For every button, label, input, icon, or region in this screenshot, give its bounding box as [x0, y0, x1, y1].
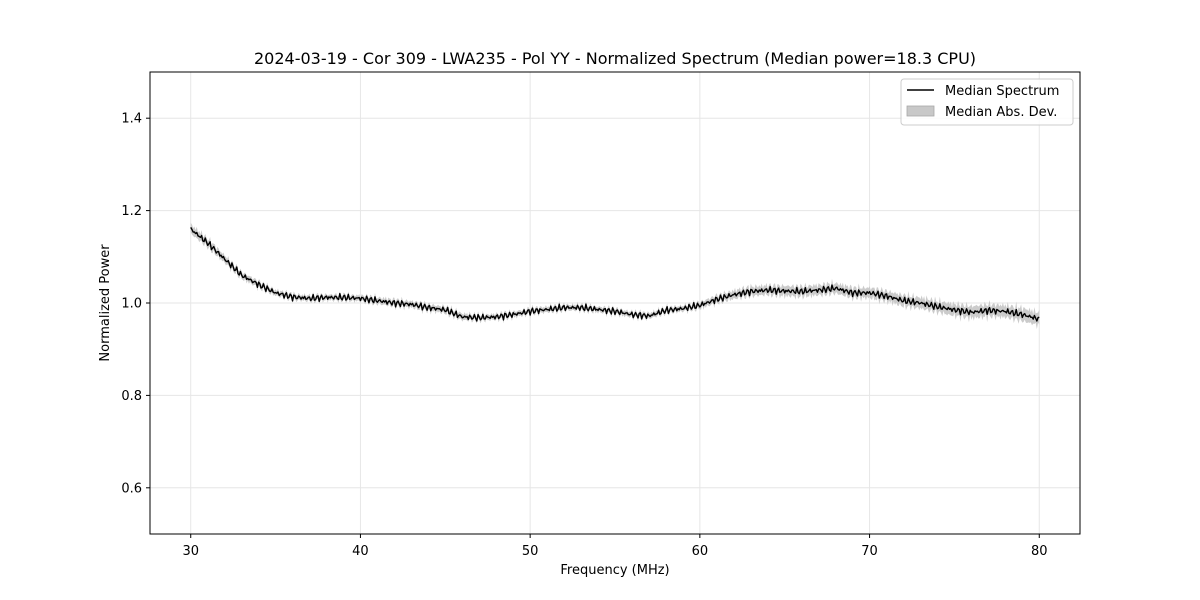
legend-box [900, 78, 1074, 126]
y-axis-title: Normalized Power [98, 244, 113, 362]
x-tick-label: 70 [861, 544, 878, 559]
y-tick-label: 0.6 [121, 481, 142, 496]
legend-mad-label: Median Abs. Dev. [945, 105, 1057, 120]
x-tick-label: 50 [522, 544, 539, 559]
y-tick-label: 1.4 [121, 112, 142, 127]
legend: Median Spectrum Median Abs. Dev. [900, 78, 1074, 126]
legend-mad-swatch [906, 105, 935, 117]
x-axis-title: Frequency (MHz) [560, 563, 669, 578]
chart-title: 2024-03-19 - Cor 309 - LWA235 - Pol YY -… [254, 49, 976, 68]
y-tick-label: 1.2 [121, 204, 142, 219]
x-tick-label: 60 [692, 544, 709, 559]
median-line-layer [190, 227, 1040, 322]
x-tick-label: 40 [352, 544, 369, 559]
median-spectrum-line [190, 227, 1040, 322]
y-axis: 0.6 0.8 1.0 1.2 1.4 [121, 112, 150, 496]
y-tick-label: 1.0 [121, 297, 142, 312]
x-tick-label: 80 [1031, 544, 1048, 559]
x-axis: 30 40 50 60 70 80 [182, 534, 1048, 559]
x-tick-label: 30 [182, 544, 199, 559]
y-tick-label: 0.8 [121, 389, 142, 404]
legend-median-label: Median Spectrum [945, 84, 1059, 99]
